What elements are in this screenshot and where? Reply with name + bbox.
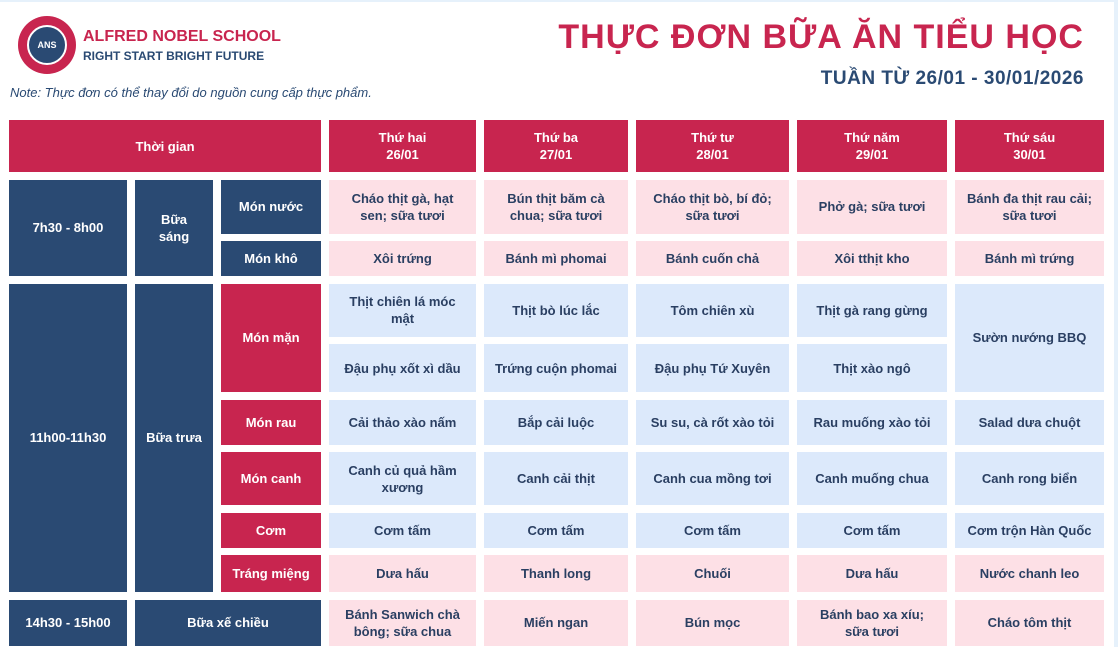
menu-cell: Cháo thịt gà, hạt sen; sữa tươi xyxy=(329,179,476,234)
menu-cell: Bánh đa thịt rau cải; sữa tươi xyxy=(955,179,1104,234)
menu-cell: Salad dưa chuột xyxy=(955,399,1104,445)
meal-breakfast: Bữa sáng xyxy=(135,179,213,276)
day-header: Thứ năm 29/01 xyxy=(797,120,947,172)
menu-cell: Thịt xào ngô xyxy=(797,344,947,392)
menu-cell: Dưa hấu xyxy=(797,555,947,592)
menu-cell: Cơm tấm xyxy=(636,512,789,548)
menu-cell: Bánh mì phomai xyxy=(484,241,628,276)
school-logo: ANS xyxy=(18,16,76,74)
day-header: Thứ tư 28/01 xyxy=(636,120,789,172)
type-mon-nuoc: Món nước xyxy=(221,179,321,234)
menu-cell: Rau muống xào tỏi xyxy=(797,399,947,445)
meal-lunch: Bữa trưa xyxy=(135,283,213,592)
menu-cell: Canh cua mồng tơi xyxy=(636,452,789,505)
menu-cell: Thanh long xyxy=(484,555,628,592)
day-name: Thứ ba xyxy=(533,130,579,145)
time-breakfast: 7h30 - 8h00 xyxy=(9,179,127,276)
menu-cell: Su su, cà rốt xào tỏi xyxy=(636,399,789,445)
menu-cell: Đậu phụ xốt xì dầu xyxy=(329,344,476,392)
menu-cell: Tôm chiên xù xyxy=(636,283,789,337)
menu-cell: Miến ngan xyxy=(484,599,628,646)
menu-cell: Bắp cải luộc xyxy=(484,399,628,445)
type-mon-canh: Món canh xyxy=(221,452,321,505)
school-slogan: RIGHT START BRIGHT FUTURE xyxy=(83,49,265,63)
menu-cell: Bún thịt băm cà chua; sữa tươi xyxy=(484,179,628,234)
day-date: 29/01 xyxy=(855,147,889,162)
day-date: 30/01 xyxy=(1013,147,1046,162)
day-name: Thứ sáu xyxy=(1003,130,1056,145)
type-com: Cơm xyxy=(221,512,321,548)
menu-cell: Đậu phụ Tứ Xuyên xyxy=(636,344,789,392)
menu-cell: Cơm tấm xyxy=(329,512,476,548)
menu-cell: Cháo thịt bò, bí đỏ; sữa tươi xyxy=(636,179,789,234)
menu-cell: Trứng cuộn phomai xyxy=(484,344,628,392)
type-mon-kho: Món khô xyxy=(221,241,321,276)
meal-snack: Bữa xế chiều xyxy=(135,599,321,646)
menu-cell: Bánh mì trứng xyxy=(955,241,1104,276)
day-header: Thứ sáu 30/01 xyxy=(955,120,1104,172)
day-name: Thứ năm xyxy=(844,130,900,145)
menu-table: Thời gian 7h30 - 8h00 Bữa sáng 11h00-11h… xyxy=(9,120,1104,646)
menu-cell: Cơm tấm xyxy=(484,512,628,548)
menu-cell: Cơm trộn Hàn Quốc xyxy=(955,512,1104,548)
menu-cell: Bánh cuốn chả xyxy=(636,241,789,276)
day-name: Thứ tư xyxy=(691,130,734,145)
day-name: Thứ hai xyxy=(378,130,427,145)
day-date: 26/01 xyxy=(386,147,419,162)
type-mon-rau: Món rau xyxy=(221,399,321,445)
menu-cell: Chuối xyxy=(636,555,789,592)
menu-cell: Canh rong biển xyxy=(955,452,1104,505)
menu-cell: Nước chanh leo xyxy=(955,555,1104,592)
menu-cell: Canh củ quả hầm xương xyxy=(329,452,476,505)
menu-cell: Thịt bò lúc lắc xyxy=(484,283,628,337)
menu-cell: Canh cải thịt xyxy=(484,452,628,505)
menu-cell: Canh muống chua xyxy=(797,452,947,505)
menu-cell: Xôi tthịt kho xyxy=(797,241,947,276)
menu-cell: Bánh bao xa xíu; sữa tươi xyxy=(797,599,947,646)
type-mon-man: Món mặn xyxy=(221,283,321,392)
page-title: THỰC ĐƠN BỮA ĂN TIỂU HỌC xyxy=(558,18,1084,56)
menu-cell: Sườn nướng BBQ xyxy=(955,283,1104,392)
menu-note: Note: Thực đơn có thể thay đổi do nguồn … xyxy=(10,85,372,100)
menu-cell: Cải thảo xào nấm xyxy=(329,399,476,445)
day-date: 28/01 xyxy=(696,147,729,162)
school-name: ALFRED NOBEL SCHOOL xyxy=(83,28,281,45)
menu-cell: Cháo tôm thịt xyxy=(955,599,1104,646)
menu-cell: Bánh Sanwich chà bông; sữa chua xyxy=(329,599,476,646)
week-range: TUẦN TỪ 26/01 - 30/01/2026 xyxy=(820,68,1084,89)
day-header: Thứ hai 26/01 xyxy=(329,120,476,172)
type-trang-mieng: Tráng miệng xyxy=(221,555,321,592)
menu-cell: Phở gà; sữa tươi xyxy=(797,179,947,234)
day-date: 27/01 xyxy=(539,147,573,162)
menu-cell: Dưa hấu xyxy=(329,555,476,592)
menu-cell: Xôi trứng xyxy=(329,241,476,276)
time-snack: 14h30 - 15h00 xyxy=(9,599,127,646)
time-lunch: 11h00-11h30 xyxy=(9,283,127,592)
menu-cell: Thịt gà rang gừng xyxy=(797,283,947,337)
menu-cell: Cơm tấm xyxy=(797,512,947,548)
day-header: Thứ ba 27/01 xyxy=(484,120,628,172)
time-header: Thời gian xyxy=(9,120,321,172)
menu-cell: Thịt chiên lá móc mật xyxy=(329,283,476,337)
menu-cell: Bún mọc xyxy=(636,599,789,646)
